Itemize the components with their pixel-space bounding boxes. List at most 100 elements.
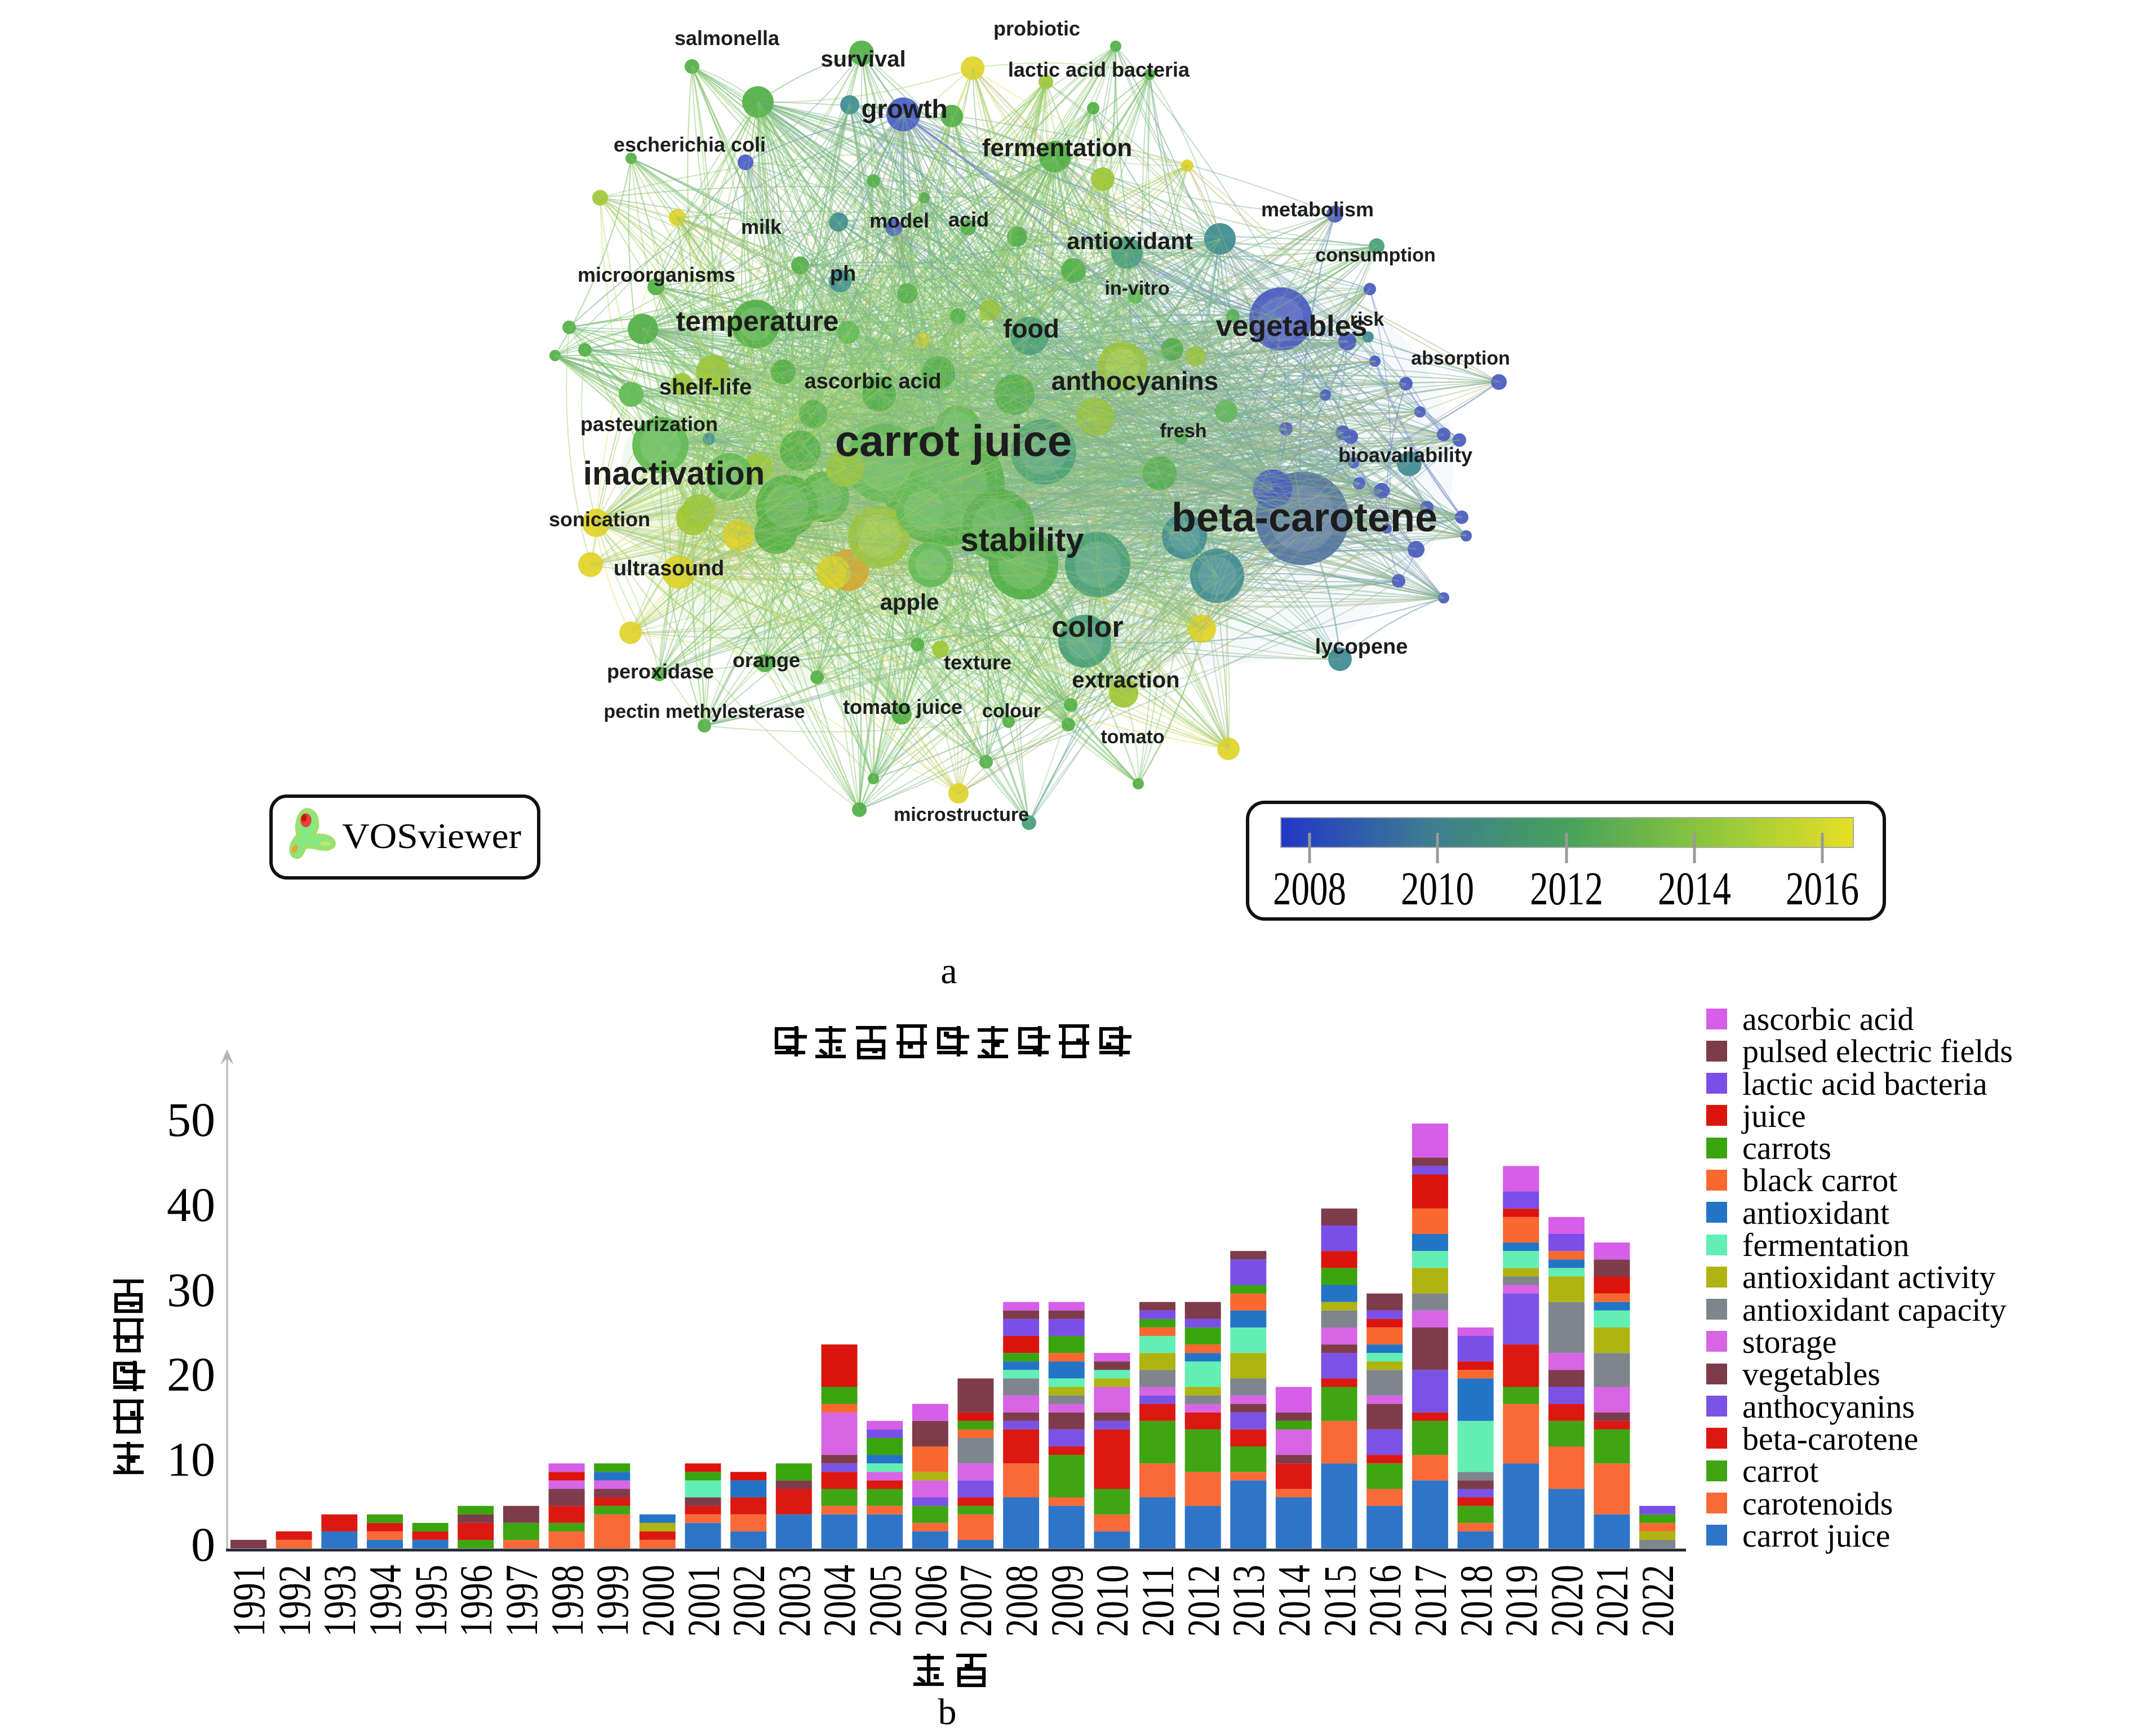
svg-text:VOSviewer: VOSviewer: [342, 816, 521, 856]
svg-text:2022: 2022: [1632, 1565, 1683, 1637]
svg-text:2013: 2013: [1223, 1565, 1274, 1637]
svg-text:2014: 2014: [1658, 863, 1731, 915]
svg-text:1991: 1991: [223, 1565, 274, 1637]
svg-text:salmonella: salmonella: [674, 26, 780, 50]
svg-text:2010: 2010: [1401, 863, 1474, 915]
svg-text:lactic acid bacteria: lactic acid bacteria: [1008, 58, 1190, 81]
svg-text:vegetables: vegetables: [1742, 1356, 1880, 1392]
svg-text:pectin methylesterase: pectin methylesterase: [604, 701, 805, 722]
svg-text:storage: storage: [1742, 1324, 1837, 1360]
svg-text:2021: 2021: [1586, 1565, 1638, 1637]
svg-text:peroxidase: peroxidase: [607, 660, 714, 683]
svg-text:lycopene: lycopene: [1315, 635, 1408, 659]
svg-text:absorption: absorption: [1411, 348, 1510, 369]
svg-text:model: model: [869, 209, 929, 232]
svg-text:risk: risk: [1350, 309, 1384, 330]
svg-text:2007: 2007: [950, 1565, 1001, 1637]
svg-text:sonication: sonication: [549, 508, 650, 531]
svg-text:2018: 2018: [1450, 1565, 1502, 1637]
svg-text:50: 50: [167, 1093, 215, 1147]
svg-text:beta-carotene: beta-carotene: [1742, 1420, 1918, 1457]
svg-text:fermentation: fermentation: [1742, 1227, 1909, 1263]
svg-text:2016: 2016: [1786, 863, 1859, 915]
svg-text:30: 30: [167, 1263, 215, 1317]
svg-text:antioxidant capacity: antioxidant capacity: [1742, 1291, 2007, 1328]
svg-text:milk: milk: [741, 215, 782, 238]
svg-text:2005: 2005: [859, 1565, 911, 1637]
svg-text:bioavailability: bioavailability: [1338, 443, 1472, 467]
svg-text:escherichia coli: escherichia coli: [614, 133, 766, 156]
svg-text:2020: 2020: [1541, 1565, 1592, 1637]
svg-text:antioxidant activity: antioxidant activity: [1742, 1259, 1995, 1295]
svg-text:extraction: extraction: [1072, 668, 1179, 692]
svg-text:2019: 2019: [1496, 1565, 1547, 1637]
svg-text:consumption: consumption: [1315, 245, 1435, 266]
svg-text:food: food: [1003, 314, 1059, 343]
svg-text:2012: 2012: [1530, 863, 1603, 915]
svg-text:2010: 2010: [1086, 1565, 1138, 1637]
svg-text:anthocyanins: anthocyanins: [1742, 1388, 1915, 1425]
svg-text:ultrasound: ultrasound: [614, 557, 724, 580]
svg-text:2001: 2001: [678, 1565, 729, 1637]
svg-text:2002: 2002: [723, 1565, 774, 1637]
svg-text:2017: 2017: [1405, 1565, 1456, 1637]
svg-text:a: a: [940, 951, 957, 992]
svg-text:2006: 2006: [905, 1565, 956, 1637]
svg-text:20: 20: [167, 1347, 215, 1401]
svg-text:antioxidant: antioxidant: [1742, 1195, 1889, 1231]
svg-text:pulsed electric fields: pulsed electric fields: [1742, 1033, 2013, 1069]
svg-text:carrot juice: carrot juice: [1742, 1517, 1890, 1554]
svg-text:lactic acid bacteria: lactic acid bacteria: [1742, 1065, 1987, 1102]
svg-text:carrots: carrots: [1742, 1130, 1831, 1166]
svg-text:color: color: [1051, 611, 1123, 643]
svg-text:1996: 1996: [450, 1565, 502, 1637]
svg-text:colour: colour: [982, 700, 1041, 722]
svg-text:survival: survival: [820, 47, 906, 72]
svg-text:2016: 2016: [1359, 1565, 1410, 1637]
svg-text:1995: 1995: [405, 1565, 456, 1637]
svg-text:ph: ph: [830, 262, 856, 286]
svg-text:apple: apple: [880, 590, 939, 615]
svg-text:2004: 2004: [814, 1565, 865, 1637]
svg-text:carrot juice: carrot juice: [835, 416, 1072, 465]
svg-text:black carrot: black carrot: [1742, 1162, 1897, 1198]
svg-text:inactivation: inactivation: [583, 455, 765, 492]
svg-text:ascorbic acid: ascorbic acid: [805, 370, 942, 393]
svg-text:ascorbic acid: ascorbic acid: [1742, 1001, 1914, 1037]
svg-text:1994: 1994: [360, 1565, 411, 1637]
svg-text:beta-carotene: beta-carotene: [1172, 495, 1437, 540]
svg-text:carrot: carrot: [1742, 1453, 1818, 1489]
svg-text:1999: 1999: [587, 1565, 638, 1637]
svg-text:temperature: temperature: [676, 305, 839, 337]
svg-text:1998: 1998: [542, 1565, 593, 1637]
svg-text:b: b: [938, 1691, 957, 1733]
svg-text:microstructure: microstructure: [894, 804, 1029, 825]
svg-text:microorganisms: microorganisms: [578, 263, 735, 286]
svg-text:metabolism: metabolism: [1261, 198, 1374, 221]
svg-text:probiotic: probiotic: [993, 17, 1080, 40]
svg-text:2003: 2003: [769, 1565, 820, 1637]
svg-text:2008: 2008: [1273, 863, 1346, 915]
svg-text:shelf-life: shelf-life: [659, 375, 752, 399]
svg-text:pasteurization: pasteurization: [580, 412, 718, 436]
svg-text:2008: 2008: [996, 1565, 1047, 1637]
svg-text:2000: 2000: [632, 1565, 684, 1637]
svg-text:stability: stability: [960, 522, 1084, 558]
svg-text:1997: 1997: [496, 1565, 547, 1637]
svg-text:fermentation: fermentation: [982, 134, 1132, 162]
svg-text:vegetables: vegetables: [1216, 310, 1368, 343]
svg-text:tomato: tomato: [1100, 726, 1164, 748]
svg-text:juice: juice: [1741, 1098, 1806, 1134]
svg-text:10: 10: [167, 1432, 215, 1486]
svg-text:1992: 1992: [269, 1565, 320, 1637]
svg-text:antioxidant: antioxidant: [1067, 228, 1193, 254]
svg-text:in-vitro: in-vitro: [1104, 278, 1169, 299]
svg-text:tomato juice: tomato juice: [843, 695, 962, 718]
svg-text:acid: acid: [948, 208, 989, 231]
svg-text:40: 40: [167, 1178, 215, 1232]
svg-text:2012: 2012: [1178, 1565, 1229, 1637]
svg-text:fresh: fresh: [1160, 420, 1206, 442]
svg-text:2015: 2015: [1314, 1565, 1365, 1637]
svg-text:texture: texture: [944, 651, 1011, 674]
svg-text:growth: growth: [861, 94, 947, 123]
